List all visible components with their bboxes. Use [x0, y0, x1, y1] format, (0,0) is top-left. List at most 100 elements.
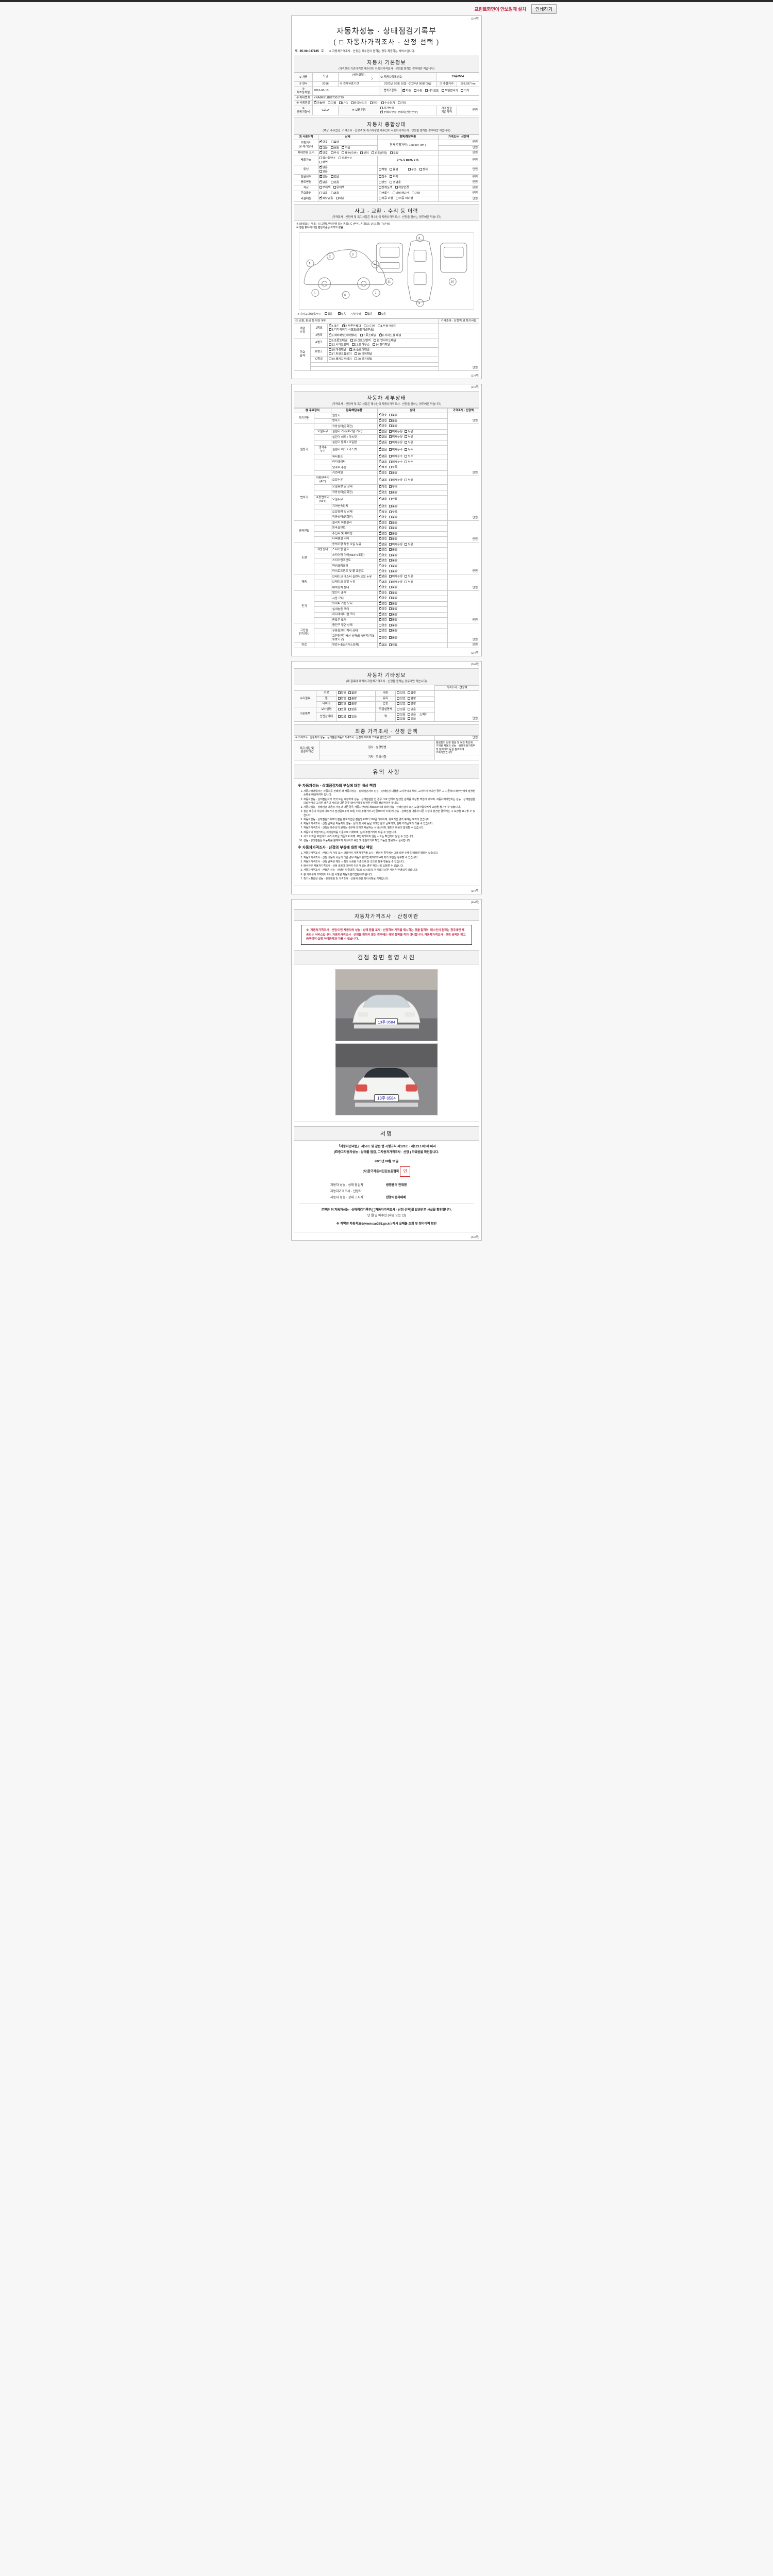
- trans-opt-auto[interactable]: 자동: [402, 89, 411, 93]
- detail-opt-타이로드엔드-및-볼-조인트-불량[interactable]: 불량: [389, 569, 397, 573]
- detail-opt-동력조향-작동-오일-누유-미세누유[interactable]: 미세누유: [389, 543, 402, 547]
- part-wheel-house[interactable]: 13.휠하우스: [351, 343, 369, 347]
- trans-opt-cvt[interactable]: 무단변속기: [442, 89, 458, 93]
- detail-opt-스티어링-기어-mdps포함--양호[interactable]: 양호: [378, 553, 387, 557]
- other-opt-스패너-없음[interactable]: 없음: [407, 717, 416, 721]
- other-opt-타이어-양호[interactable]: 양호: [338, 702, 346, 706]
- detail-opt-충전구-절연-상태-불량[interactable]: 불량: [389, 623, 397, 628]
- part-trunk-floor[interactable]: 17.트렁크플로어: [328, 352, 351, 356]
- emission-smoke[interactable]: 매연: [319, 160, 328, 164]
- detail-opt-실린더-헤드-가스켓-누수[interactable]: 누수: [405, 448, 413, 452]
- detail-opt-라디에이터-팬-모터-불량[interactable]: 불량: [389, 613, 397, 617]
- option-etc[interactable]: 기타: [411, 191, 420, 195]
- detail-opt-커먼레일-불량[interactable]: 불량: [389, 471, 397, 475]
- detail-opt-실린더-커버-로커암-커버--미세누유[interactable]: 미세누유: [389, 430, 402, 434]
- detail-opt-디퍼렌셜-기어-불량[interactable]: 불량: [389, 537, 397, 541]
- special-fire[interactable]: 화재: [390, 175, 398, 179]
- detail-opt-오일유량-및-상태-부족[interactable]: 부족: [389, 485, 397, 489]
- vin-damage[interactable]: 훼손(오손): [342, 151, 358, 155]
- special-none[interactable]: 없음: [319, 175, 328, 179]
- other-opt-습동-불량[interactable]: 불량: [407, 702, 416, 706]
- detail-opt-작동상태-공회전--불량[interactable]: 불량: [389, 516, 397, 519]
- other-opt-보수설명-있음[interactable]: 있음: [338, 707, 346, 711]
- detail-opt-라디에이터-미세누수[interactable]: 미세누수: [389, 460, 402, 464]
- other-opt-보수설명-없음[interactable]: 없음: [348, 707, 357, 711]
- detail-opt-스티어링-기어-mdps포함--불량[interactable]: 불량: [389, 553, 397, 557]
- vin-alter[interactable]: 변조(변타): [372, 151, 387, 155]
- detail-opt-원동기-불량[interactable]: 불량: [389, 414, 397, 417]
- detail-opt-실내송풍-모터-양호[interactable]: 양호: [378, 607, 387, 611]
- fuel-opt-diesel[interactable]: 디젤: [327, 101, 336, 105]
- part-floor-panel[interactable]: 16.플로어패널: [349, 348, 369, 352]
- detail-opt-브레이크-오일-누유-없음[interactable]: 없음: [378, 580, 387, 584]
- other-opt-안전삼각대-있음[interactable]: 있음: [338, 715, 346, 719]
- tuning-device[interactable]: 장치: [419, 168, 428, 172]
- other-opt-안전삼각대-없음[interactable]: 없음: [348, 715, 357, 719]
- detail-opt-등속죠인트-양호[interactable]: 양호: [378, 526, 387, 530]
- part-roof-panel[interactable]: 7.루프패널: [360, 333, 376, 337]
- detail-opt-오일누유-누유[interactable]: 누유: [405, 478, 413, 482]
- detail-opt-실린더-헤드-가스켓-없음[interactable]: 없음: [378, 435, 387, 439]
- detail-opt-워터펌프-없음[interactable]: 없음: [378, 454, 387, 459]
- detail-opt-냉각수-수량-적정[interactable]: 적정: [378, 465, 387, 469]
- mileage-many[interactable]: 많음: [319, 146, 328, 150]
- legend-simple-yes[interactable]: 있음: [378, 312, 386, 316]
- detail-opt-타이로드엔드-및-볼-조인트-양호[interactable]: 양호: [378, 569, 387, 573]
- other-opt-취급설명서-없음[interactable]: 없음: [407, 707, 416, 711]
- detail-opt-스티어링-펌프-불량[interactable]: 불량: [389, 548, 397, 552]
- detail-opt-브레이크-마스터-실린더오일-누유-없음[interactable]: 없음: [378, 574, 387, 579]
- detail-opt-작동상태-공회전--양호[interactable]: 양호: [378, 515, 387, 519]
- detail-opt-구동축전지-격리-상태-불량[interactable]: 불량: [389, 629, 397, 633]
- detail-opt-디퍼렌셜-기어-양호[interactable]: 양호: [378, 537, 387, 541]
- other-opt-취급설명서-있음[interactable]: 있음: [397, 707, 406, 711]
- detail-opt-실린더-헤드-가스켓-미세누수[interactable]: 미세누수: [389, 448, 402, 452]
- detail-opt-기어변속장치-불량[interactable]: 불량: [389, 505, 397, 509]
- vin-good[interactable]: 양호: [319, 150, 328, 155]
- detail-opt-실린더-헤드-가스켓-누유[interactable]: 누유: [405, 435, 413, 439]
- part-door[interactable]: 3.도어: [364, 324, 375, 328]
- detail-opt-브레이크-오일-누유-누유[interactable]: 누유: [405, 580, 413, 584]
- fuel-opt-lpg[interactable]: LPG: [339, 101, 348, 105]
- tuning-illegal[interactable]: 불법: [390, 168, 398, 172]
- detail-opt-오일유량-및-상태-부족[interactable]: 부족: [389, 510, 397, 514]
- fuel-opt-hydrogen[interactable]: 수소전기: [381, 101, 395, 105]
- detail-opt-파워크랭크암-불량[interactable]: 불량: [389, 564, 397, 568]
- options-no[interactable]: 없음: [330, 191, 339, 195]
- detail-opt-오일누유-있음[interactable]: 있음: [389, 498, 397, 501]
- vin-paint[interactable]: 도말: [390, 151, 398, 155]
- detail-opt-오일유량-및-상태-적정[interactable]: 적정: [378, 485, 387, 489]
- emission-hc[interactable]: 탄화수소: [338, 157, 352, 160]
- part-rear-panel[interactable]: 18.리어패널: [354, 352, 372, 356]
- part-quarter-panel[interactable]: 6.쿼터패널(리어휀다): [328, 333, 357, 337]
- detail-opt-발전기-출력-불량[interactable]: 불량: [389, 591, 397, 595]
- recall-notdone[interactable]: 리콜 미이행: [396, 197, 413, 200]
- detail-opt-변속기-불량[interactable]: 불량: [389, 419, 397, 423]
- other-opt-휠-불량[interactable]: 불량: [348, 697, 357, 701]
- trans-opt-semi[interactable]: 세미오토: [425, 89, 439, 93]
- detail-opt-실린더-헤드-가스켓-없음[interactable]: 없음: [378, 447, 387, 452]
- detail-opt-윈도우-모터-양호[interactable]: 양호: [378, 618, 387, 622]
- warranty-opt-insurer[interactable]: 보험사보증 보험사[신한손보]: [380, 110, 418, 114]
- color-achromatic[interactable]: 무채색: [319, 186, 330, 190]
- detail-opt-오일유량-및-상태-적정[interactable]: 적정: [378, 510, 387, 514]
- detail-opt-실린더-커버-로커암-커버--누유[interactable]: 누유: [405, 430, 413, 434]
- other-opt-잭-없음[interactable]: 없음: [407, 713, 416, 717]
- detail-opt-커먼레일-양호[interactable]: 양호: [378, 470, 387, 475]
- detail-opt-작동상태-공회전--양호[interactable]: 양호: [378, 424, 387, 428]
- other-opt-습동-양호[interactable]: 양호: [397, 702, 406, 706]
- other-opt-외장-양호[interactable]: 양호: [338, 691, 346, 695]
- usage-rent[interactable]: 렌트: [378, 180, 387, 184]
- emission-co[interactable]: 일산화탄소: [319, 157, 335, 160]
- detail-opt-배력장치-상태-불량[interactable]: 불량: [389, 586, 397, 589]
- detail-opt-원동기-양호[interactable]: 양호: [378, 413, 387, 417]
- usage-none[interactable]: 없음: [319, 180, 328, 184]
- detail-opt-배력장치-상태-양호[interactable]: 양호: [378, 585, 387, 589]
- other-opt-외장-불량[interactable]: 불량: [348, 691, 357, 695]
- fuel-opt-etc[interactable]: 기타: [397, 101, 406, 105]
- trans-opt-manual[interactable]: 수동: [414, 89, 422, 93]
- part-hood[interactable]: 1.후드: [328, 324, 340, 328]
- detail-opt-라디에이터-없음[interactable]: 없음: [378, 460, 387, 464]
- tuning-legal[interactable]: 적법: [378, 168, 387, 172]
- detail-opt-시동-모터-양호[interactable]: 양호: [378, 596, 387, 600]
- warranty-opt-self[interactable]: 자가보증: [380, 107, 394, 110]
